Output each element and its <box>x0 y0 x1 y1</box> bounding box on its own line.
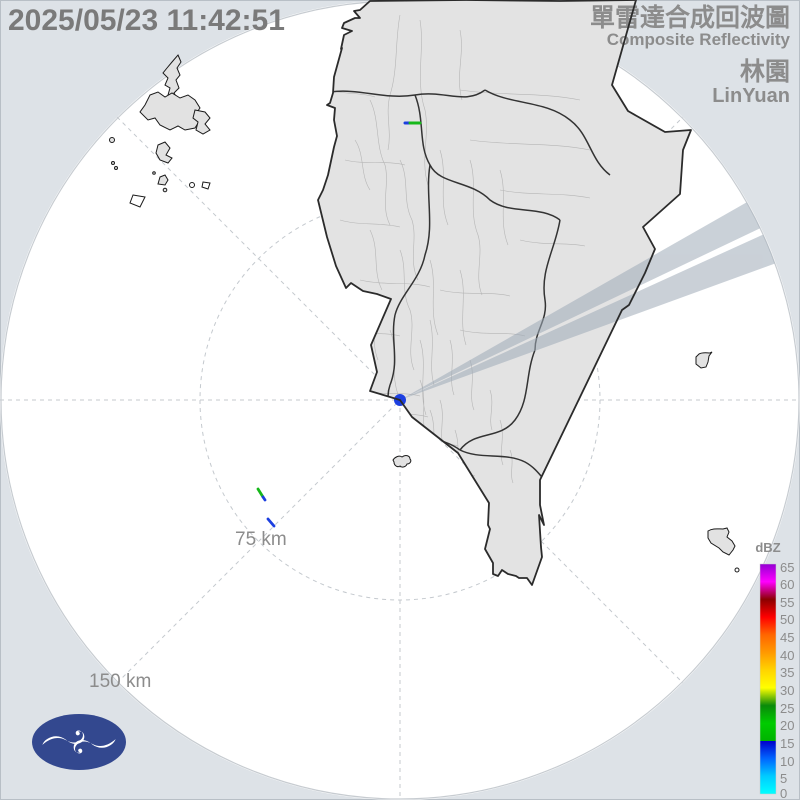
svg-text:2025/05/23 11:42:51: 2025/05/23 11:42:51 <box>8 4 285 37</box>
svg-text:單雷達合成回波圖: 單雷達合成回波圖 <box>590 3 790 32</box>
svg-text:60: 60 <box>780 577 794 592</box>
svg-text:45: 45 <box>780 630 794 645</box>
svg-text:75 km: 75 km <box>235 529 287 550</box>
svg-text:10: 10 <box>780 754 794 769</box>
svg-text:25: 25 <box>780 701 794 716</box>
svg-text:Composite Reflectivity: Composite Reflectivity <box>607 30 791 49</box>
svg-text:5: 5 <box>780 771 787 786</box>
svg-text:dBZ: dBZ <box>755 540 780 555</box>
svg-text:150 km: 150 km <box>89 671 151 692</box>
svg-text:40: 40 <box>780 648 794 663</box>
svg-text:0: 0 <box>780 786 787 800</box>
svg-text:35: 35 <box>780 665 794 680</box>
svg-text:50: 50 <box>780 612 794 627</box>
svg-text:LinYuan: LinYuan <box>712 85 790 107</box>
svg-text:林園: 林園 <box>740 58 790 86</box>
svg-text:30: 30 <box>780 683 794 698</box>
svg-text:15: 15 <box>780 736 794 751</box>
svg-text:65: 65 <box>780 560 794 575</box>
svg-text:55: 55 <box>780 595 794 610</box>
svg-text:20: 20 <box>780 718 794 733</box>
